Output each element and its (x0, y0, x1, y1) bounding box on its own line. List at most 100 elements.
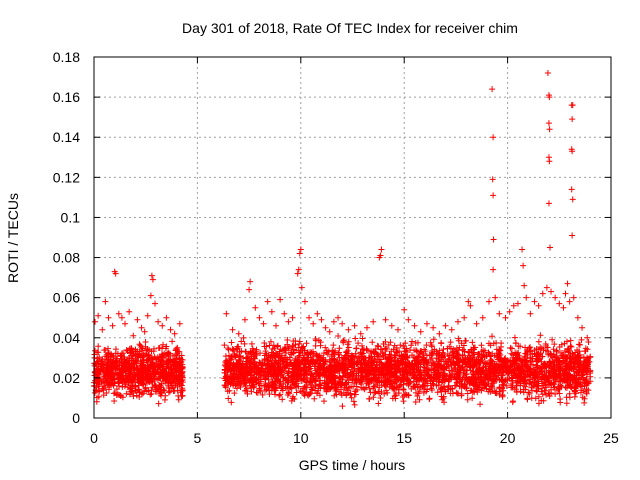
data-point (546, 126, 553, 133)
data-point (163, 314, 170, 321)
data-point (547, 359, 554, 366)
data-point (448, 362, 455, 369)
data-point (566, 371, 573, 378)
data-point (450, 354, 457, 361)
data-point (161, 387, 168, 394)
data-point (469, 339, 476, 346)
data-point (105, 356, 112, 363)
data-point (296, 349, 303, 356)
data-point (408, 361, 415, 368)
data-point (415, 361, 422, 368)
data-point (264, 369, 271, 376)
data-point (321, 366, 328, 373)
data-point (541, 387, 548, 394)
data-point (276, 350, 283, 357)
data-point (454, 318, 461, 325)
data-point (503, 382, 510, 389)
y-tick-label: 0.08 (53, 250, 80, 266)
data-point (176, 361, 183, 368)
data-point (422, 383, 429, 390)
data-point (481, 381, 488, 388)
data-point (231, 390, 238, 397)
data-point (456, 344, 463, 351)
data-point (391, 380, 398, 387)
data-point (465, 376, 472, 383)
data-point (579, 394, 586, 401)
data-point (545, 350, 552, 357)
data-point (240, 334, 247, 341)
data-point (253, 362, 260, 369)
data-point (369, 377, 376, 384)
data-point (546, 158, 553, 165)
data-point (383, 387, 390, 394)
data-point (556, 300, 563, 307)
data-point (241, 381, 248, 388)
data-point (340, 389, 347, 396)
data-point (394, 384, 401, 391)
data-point (534, 362, 541, 369)
data-point (330, 318, 337, 325)
data-point (133, 392, 140, 399)
data-point (560, 304, 567, 311)
data-point (581, 399, 588, 406)
data-point (317, 370, 324, 377)
data-point (519, 246, 526, 253)
data-point (267, 338, 274, 345)
data-point (378, 379, 385, 386)
data-point (449, 385, 456, 392)
data-point (480, 347, 487, 354)
y-tick-label: 0 (72, 410, 80, 426)
data-point (230, 362, 237, 369)
data-point (400, 343, 407, 350)
data-point (268, 387, 275, 394)
data-point (477, 371, 484, 378)
data-point (462, 338, 469, 345)
data-point (348, 394, 355, 401)
data-point (527, 310, 534, 317)
data-point (448, 373, 455, 380)
data-point (317, 363, 324, 370)
data-point (564, 280, 571, 287)
data-point (249, 349, 256, 356)
data-point (581, 367, 588, 374)
data-point (502, 314, 509, 321)
data-point (105, 314, 112, 321)
data-point (148, 390, 155, 397)
data-point (133, 357, 140, 364)
data-point (401, 306, 408, 313)
data-point (130, 332, 137, 339)
data-point (229, 346, 236, 353)
data-point (172, 362, 179, 369)
data-point (117, 392, 124, 399)
data-point (485, 298, 492, 305)
data-point (223, 373, 230, 380)
data-point (367, 389, 374, 396)
data-point (342, 380, 349, 387)
data-point (240, 366, 247, 373)
data-point (576, 348, 583, 355)
data-point (486, 351, 493, 358)
data-point (298, 344, 305, 351)
data-point (130, 389, 137, 396)
data-point (112, 270, 119, 277)
data-point (284, 341, 291, 348)
data-point (358, 361, 365, 368)
data-point (285, 318, 292, 325)
data-point (474, 351, 481, 358)
x-tick-label: 15 (396, 430, 412, 446)
data-point (356, 379, 363, 386)
data-point (154, 376, 161, 383)
data-point (441, 399, 448, 406)
data-point (339, 320, 346, 327)
data-point (155, 400, 162, 407)
data-point (252, 351, 259, 358)
data-point (429, 387, 436, 394)
data-point (515, 367, 522, 374)
data-point (152, 381, 159, 388)
data-point (409, 352, 416, 359)
data-point (522, 377, 529, 384)
data-point (421, 346, 428, 353)
data-point (353, 345, 360, 352)
data-point (289, 343, 296, 350)
data-point (244, 359, 251, 366)
